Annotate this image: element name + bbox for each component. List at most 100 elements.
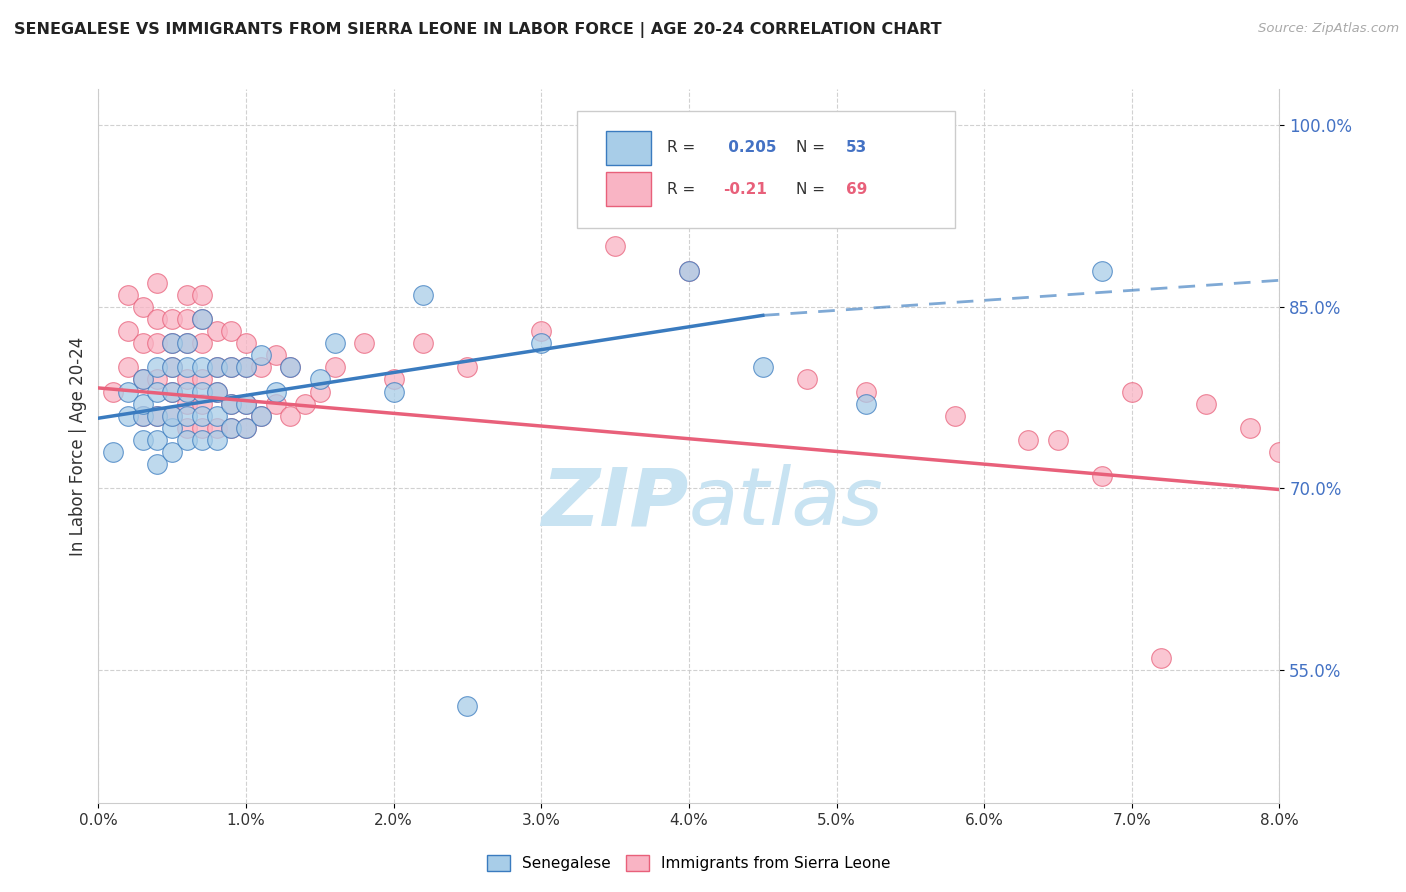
Point: [278, 409, 301, 423]
Point: [796, 372, 818, 386]
Point: [250, 409, 273, 423]
Point: [176, 288, 198, 302]
Point: [176, 336, 198, 351]
Point: [264, 384, 287, 399]
Point: [235, 336, 257, 351]
Point: [235, 360, 257, 375]
Point: [855, 384, 877, 399]
Point: [132, 372, 155, 386]
Point: [1194, 397, 1216, 411]
Point: [132, 409, 155, 423]
Point: [162, 336, 183, 351]
Point: [162, 421, 183, 435]
Point: [146, 276, 169, 290]
Point: [530, 324, 553, 338]
Text: N =: N =: [796, 182, 831, 196]
Point: [117, 360, 139, 375]
Point: [235, 421, 257, 435]
Y-axis label: In Labor Force | Age 20-24: In Labor Force | Age 20-24: [69, 336, 87, 556]
Point: [146, 384, 169, 399]
Point: [191, 312, 214, 326]
Point: [132, 409, 155, 423]
Point: [205, 433, 228, 447]
Point: [146, 457, 169, 471]
Text: 69: 69: [846, 182, 868, 196]
Point: [162, 360, 183, 375]
Point: [219, 421, 242, 435]
Point: [456, 360, 478, 375]
Text: R =: R =: [666, 140, 700, 155]
Point: [678, 263, 700, 277]
Point: [117, 288, 139, 302]
Point: [176, 384, 198, 399]
Point: [176, 360, 198, 375]
Text: 0.205: 0.205: [723, 140, 776, 155]
Point: [1091, 469, 1114, 483]
Point: [1150, 650, 1173, 665]
Point: [278, 360, 301, 375]
Point: [353, 336, 375, 351]
Point: [146, 336, 169, 351]
Point: [117, 409, 139, 423]
Point: [176, 409, 198, 423]
Point: [264, 397, 287, 411]
Point: [605, 239, 627, 253]
Point: [250, 348, 273, 362]
Point: [412, 288, 434, 302]
Point: [219, 397, 242, 411]
Point: [205, 421, 228, 435]
Text: SENEGALESE VS IMMIGRANTS FROM SIERRA LEONE IN LABOR FORCE | AGE 20-24 CORRELATIO: SENEGALESE VS IMMIGRANTS FROM SIERRA LEO…: [14, 22, 942, 38]
Point: [162, 312, 183, 326]
Point: [235, 360, 257, 375]
Point: [191, 433, 214, 447]
Point: [205, 360, 228, 375]
Point: [103, 445, 124, 459]
Point: [132, 397, 155, 411]
Point: [855, 397, 877, 411]
Point: [219, 360, 242, 375]
Point: [235, 421, 257, 435]
Point: [117, 384, 139, 399]
Text: 53: 53: [846, 140, 868, 155]
Point: [191, 384, 214, 399]
Point: [132, 372, 155, 386]
Point: [1268, 445, 1291, 459]
FancyBboxPatch shape: [576, 111, 955, 228]
Point: [943, 409, 966, 423]
Point: [146, 312, 169, 326]
Point: [176, 433, 198, 447]
Point: [219, 397, 242, 411]
Point: [146, 409, 169, 423]
Point: [1239, 421, 1261, 435]
Point: [162, 409, 183, 423]
Point: [132, 336, 155, 351]
Point: [191, 312, 214, 326]
Point: [191, 409, 214, 423]
Point: [176, 312, 198, 326]
Point: [162, 384, 183, 399]
Point: [530, 336, 553, 351]
Point: [191, 288, 214, 302]
Point: [1046, 433, 1069, 447]
Point: [308, 372, 332, 386]
Point: [382, 372, 405, 386]
Text: N =: N =: [796, 140, 831, 155]
FancyBboxPatch shape: [606, 130, 651, 165]
Point: [205, 324, 228, 338]
Point: [294, 397, 316, 411]
Point: [146, 409, 169, 423]
Point: [219, 421, 242, 435]
Point: [219, 360, 242, 375]
Text: atlas: atlas: [689, 464, 884, 542]
Point: [205, 384, 228, 399]
Point: [146, 360, 169, 375]
Point: [146, 433, 169, 447]
Point: [176, 336, 198, 351]
Point: [382, 384, 405, 399]
Point: [191, 336, 214, 351]
Point: [176, 372, 198, 386]
Point: [205, 409, 228, 423]
Point: [176, 397, 198, 411]
Point: [1091, 263, 1114, 277]
Point: [264, 348, 287, 362]
